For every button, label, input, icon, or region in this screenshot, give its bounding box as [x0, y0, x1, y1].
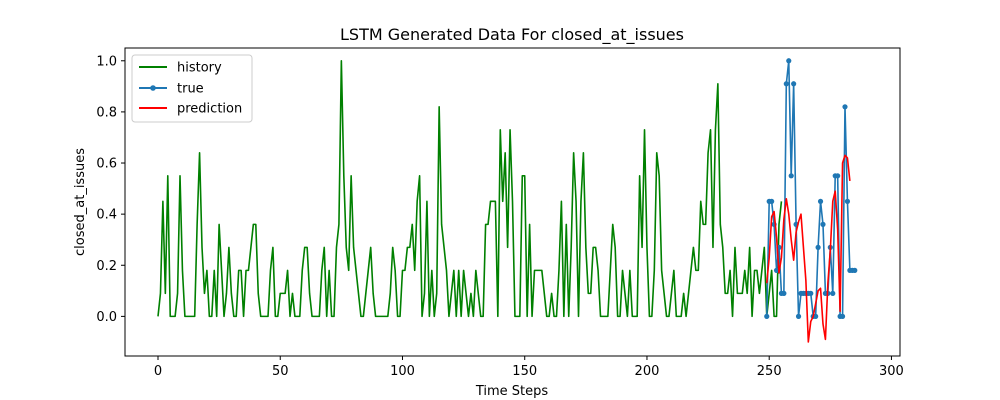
y-tick-label: 0.2 [96, 259, 117, 274]
data-point-true [839, 313, 846, 319]
data-point-true [844, 198, 851, 204]
legend-box [131, 54, 253, 123]
x-axis: 0 50 100 150 200 250 300 [154, 356, 904, 379]
data-point-true [783, 81, 789, 87]
x-tick-label: 200 [635, 364, 660, 379]
legend: history true prediction [131, 54, 253, 123]
legend-history-label: history [177, 61, 222, 76]
x-tick-label: 250 [757, 364, 782, 379]
data-point-true [852, 267, 858, 273]
x-tick-label: 300 [879, 364, 904, 379]
series-line-prediction [765, 154, 851, 343]
y-tick-label: 0.6 [96, 157, 117, 172]
series-layer [157, 58, 858, 343]
x-tick-label: 0 [154, 364, 162, 379]
x-tick-label: 50 [272, 364, 289, 379]
x-tick-label: 100 [390, 364, 415, 379]
data-point-true [788, 173, 794, 179]
series-line-history [157, 59, 783, 318]
data-point-true [795, 313, 802, 319]
data-point-true [820, 221, 826, 227]
x-tick-label: 150 [512, 364, 537, 379]
data-point-true [817, 198, 824, 204]
data-point-true [791, 81, 797, 87]
data-point-true [835, 173, 841, 179]
data-point-true [830, 290, 836, 296]
data-point-true [781, 290, 787, 296]
y-tick-label: 0.8 [96, 105, 117, 120]
y-tick-label: 0.4 [96, 208, 117, 223]
data-point-true [813, 313, 819, 319]
data-point-true [815, 244, 821, 250]
y-tick-label: 0.0 [96, 310, 117, 325]
plot-area [124, 47, 901, 357]
y-axis: 0.0 0.2 0.4 0.6 0.8 1.0 [96, 54, 125, 325]
data-point-true [842, 104, 848, 110]
y-tick-label: 1.0 [96, 54, 117, 69]
data-point-true [808, 290, 814, 296]
plot-frame [124, 47, 901, 357]
data-point-true [769, 198, 775, 204]
data-point-true [773, 267, 780, 273]
legend-true-marker [150, 85, 156, 91]
legend-true-label: true [177, 82, 204, 97]
data-point-true [786, 58, 792, 64]
data-point-true [764, 313, 770, 319]
x-axis-title: Time Steps [475, 384, 549, 399]
y-axis-title: closed_at_issues [73, 148, 88, 256]
legend-prediction-label: prediction [177, 102, 242, 117]
chart-title: LSTM Generated Data For closed_at_issues [340, 25, 684, 45]
